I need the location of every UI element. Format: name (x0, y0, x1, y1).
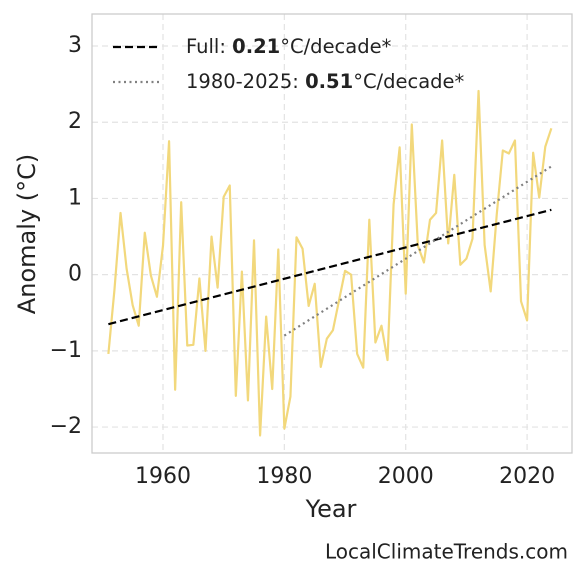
legend-label-part: °C/decade* (353, 70, 464, 93)
legend-label: Full: 0.21°C/decade* (186, 35, 392, 58)
y-axis-label: Anomaly (°C) (13, 154, 41, 314)
x-tick-label: 1960 (135, 464, 191, 489)
y-tick-label: 1 (68, 185, 82, 210)
legend-label-part: 0.51 (305, 70, 353, 93)
legend-label: 1980-2025: 0.51°C/decade* (186, 70, 465, 93)
legend-label-part: °C/decade* (280, 35, 391, 58)
series-line (107, 89, 553, 437)
y-tick-label: 0 (68, 262, 82, 287)
legend-label-part: 1980-2025: (186, 70, 305, 93)
x-tick-label: 2020 (499, 464, 555, 489)
series-line (108, 208, 552, 326)
x-axis-label: Year (305, 495, 357, 523)
legend-label-part: 0.21 (232, 35, 280, 58)
y-tick-label: 3 (68, 33, 82, 58)
y-tick-label: 2 (68, 109, 82, 134)
legend-label-part: Full: (186, 35, 232, 58)
source-credit: LocalClimateTrends.com (325, 540, 568, 564)
y-tick-label: −2 (50, 414, 82, 439)
x-tick-label: 1980 (256, 464, 312, 489)
y-tick-label: −1 (50, 338, 82, 363)
plot-frame (91, 13, 573, 454)
x-tick-label: 2000 (378, 464, 434, 489)
series-line (283, 165, 552, 337)
